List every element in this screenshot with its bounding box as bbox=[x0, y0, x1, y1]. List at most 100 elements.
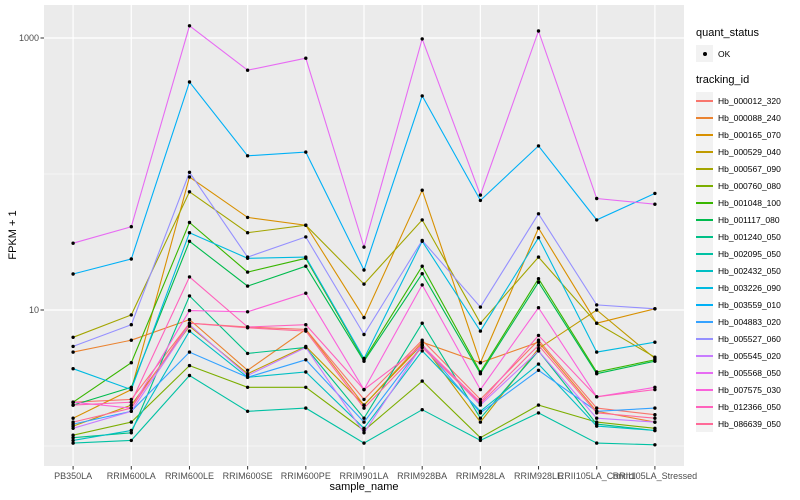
legend-item-ok: OK bbox=[696, 45, 800, 62]
data-point bbox=[536, 277, 541, 281]
x-tick-label: PB350LA bbox=[54, 471, 93, 481]
data-point bbox=[595, 441, 599, 445]
line-color-key bbox=[696, 109, 713, 126]
data-point bbox=[129, 420, 133, 424]
data-point bbox=[536, 349, 541, 353]
data-point bbox=[245, 231, 250, 235]
black-point-icon bbox=[702, 51, 707, 56]
x-tick-label: RRIM928LA bbox=[455, 471, 505, 481]
data-point bbox=[362, 332, 366, 337]
data-point bbox=[362, 315, 366, 320]
data-point bbox=[420, 272, 424, 276]
data-point bbox=[478, 305, 483, 309]
legend-item-label: Hb_005527_060 bbox=[718, 333, 781, 344]
data-point bbox=[478, 372, 483, 376]
legend-item-Hb_002095_050: Hb_002095_050 bbox=[696, 245, 800, 262]
series-color-line-icon bbox=[696, 388, 713, 391]
data-point bbox=[304, 345, 308, 350]
legend-item-label: Hb_002095_050 bbox=[718, 248, 781, 259]
x-tick-label: RRIM901LA bbox=[339, 471, 389, 481]
legend-item-Hb_007575_030: Hb_007575_030 bbox=[696, 381, 800, 398]
line-color-key bbox=[696, 92, 713, 109]
series-color-line-icon bbox=[696, 218, 713, 221]
legend-item-Hb_000088_240: Hb_000088_240 bbox=[696, 109, 800, 126]
data-point bbox=[362, 406, 366, 410]
data-point bbox=[245, 326, 250, 330]
line-color-key bbox=[696, 262, 713, 279]
series-color-line-icon bbox=[696, 371, 713, 374]
legend-item-Hb_000165_070: Hb_000165_070 bbox=[696, 126, 800, 143]
data-point bbox=[595, 411, 599, 415]
data-point bbox=[304, 235, 308, 239]
line-color-key bbox=[696, 279, 713, 296]
data-point bbox=[362, 356, 366, 361]
y-tick-label: 1000 bbox=[18, 32, 39, 43]
legend-item-Hb_003559_010: Hb_003559_010 bbox=[696, 296, 800, 313]
legend-item-label: Hb_001048_100 bbox=[718, 197, 781, 208]
legend-item-Hb_004883_020: Hb_004883_020 bbox=[696, 313, 800, 330]
series-color-line-icon bbox=[696, 150, 713, 153]
x-tick-label: RRIM600PE bbox=[280, 471, 331, 481]
data-point bbox=[304, 291, 308, 295]
line-color-key bbox=[696, 313, 713, 330]
legend-item-label: Hb_005545_020 bbox=[718, 350, 781, 361]
series-color-line-icon bbox=[696, 422, 713, 425]
data-point bbox=[362, 268, 366, 272]
data-point bbox=[653, 202, 657, 206]
legend-item-label: Hb_003226_090 bbox=[718, 282, 781, 293]
line-color-key bbox=[696, 126, 713, 143]
data-point bbox=[71, 403, 75, 407]
data-point bbox=[653, 443, 657, 447]
data-point bbox=[245, 255, 250, 259]
legend-item-label: Hb_004883_020 bbox=[718, 316, 781, 327]
data-point bbox=[129, 428, 133, 433]
data-point bbox=[245, 409, 250, 413]
data-point bbox=[420, 264, 424, 268]
legend-item-Hb_000760_080: Hb_000760_080 bbox=[696, 177, 800, 194]
series-color-line-icon bbox=[696, 184, 713, 187]
data-point bbox=[536, 343, 541, 347]
legend-item-Hb_012366_050: Hb_012366_050 bbox=[696, 398, 800, 415]
data-point bbox=[420, 188, 424, 192]
data-point bbox=[478, 411, 483, 415]
line-color-key bbox=[696, 381, 713, 398]
data-point bbox=[245, 215, 250, 220]
data-point bbox=[71, 241, 75, 245]
data-point bbox=[304, 358, 308, 362]
legend-item-label: Hb_000165_070 bbox=[718, 129, 781, 140]
line-color-key bbox=[696, 330, 713, 347]
y-axis-title: FPKM + 1 bbox=[7, 210, 19, 260]
data-point bbox=[245, 351, 250, 356]
data-point bbox=[536, 226, 541, 230]
data-point bbox=[420, 94, 424, 98]
legend-item-Hb_086639_050: Hb_086639_050 bbox=[696, 415, 800, 432]
data-point bbox=[71, 350, 75, 354]
data-point bbox=[129, 323, 133, 327]
data-point bbox=[71, 416, 75, 420]
data-point bbox=[478, 329, 483, 333]
data-point bbox=[420, 349, 424, 353]
legend-item-Hb_000529_040: Hb_000529_040 bbox=[696, 143, 800, 160]
data-point bbox=[478, 416, 483, 420]
data-point bbox=[536, 306, 541, 310]
data-point bbox=[653, 340, 657, 344]
legend-item-Hb_002432_050: Hb_002432_050 bbox=[696, 262, 800, 279]
line-color-key bbox=[696, 211, 713, 228]
data-point bbox=[245, 154, 250, 158]
data-point bbox=[187, 231, 192, 235]
data-point bbox=[478, 387, 483, 392]
series-color-line-icon bbox=[696, 405, 713, 408]
data-point bbox=[536, 212, 541, 216]
data-point bbox=[129, 225, 133, 229]
series-color-line-icon bbox=[696, 286, 713, 289]
data-point bbox=[362, 282, 366, 286]
legend-item-Hb_001240_050: Hb_001240_050 bbox=[696, 228, 800, 245]
data-point bbox=[129, 387, 133, 392]
data-point bbox=[304, 150, 308, 154]
data-point bbox=[129, 438, 133, 443]
data-point bbox=[362, 403, 366, 407]
line-color-key bbox=[696, 415, 713, 432]
data-point bbox=[187, 329, 192, 333]
